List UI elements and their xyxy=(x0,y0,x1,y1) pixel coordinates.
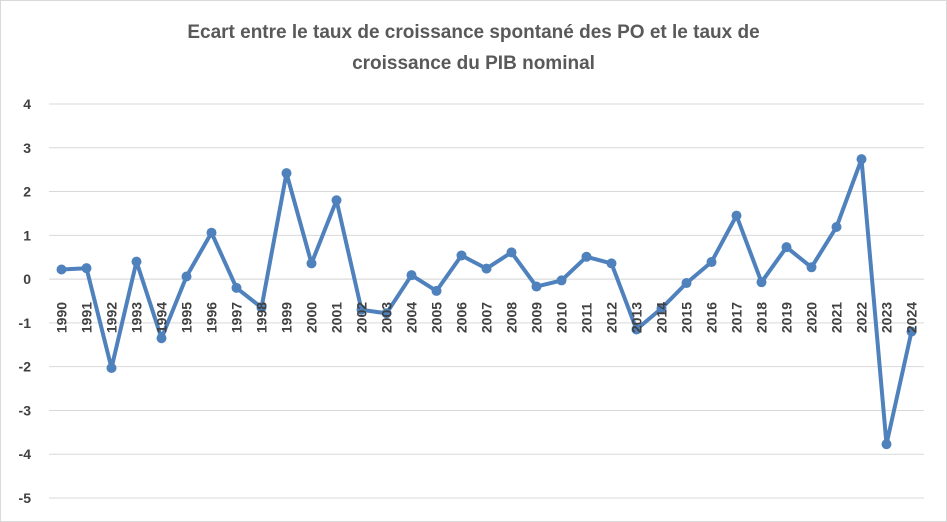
data-point xyxy=(431,285,442,296)
x-tick-label: 2003 xyxy=(379,302,395,333)
data-point xyxy=(381,308,392,319)
x-tick-label: 1990 xyxy=(54,302,70,333)
x-tick-label: 2009 xyxy=(529,302,545,333)
y-tick-label: -2 xyxy=(19,359,32,375)
data-point xyxy=(156,333,167,344)
data-point xyxy=(56,264,67,275)
x-tick-label: 1994 xyxy=(154,302,170,333)
data-point xyxy=(581,251,592,262)
data-point xyxy=(606,258,617,269)
y-tick-label: -5 xyxy=(19,490,32,506)
data-point xyxy=(831,222,842,233)
data-point xyxy=(181,271,192,282)
x-tick-label: 1997 xyxy=(229,302,245,333)
x-tick-label: 1992 xyxy=(104,302,120,333)
x-tick-label: 2001 xyxy=(329,302,345,333)
x-tick-label: 2010 xyxy=(554,302,570,333)
data-point xyxy=(281,168,292,179)
data-point xyxy=(131,256,142,267)
x-tick-label: 2024 xyxy=(904,302,920,333)
data-point xyxy=(456,250,467,261)
chart-title-line-1: Ecart entre le taux de croissance sponta… xyxy=(187,22,760,43)
x-tick-label: 2004 xyxy=(404,302,420,333)
x-tick-label: 2018 xyxy=(754,302,770,333)
data-point xyxy=(681,278,692,289)
data-point xyxy=(356,304,367,315)
x-tick-label: 2013 xyxy=(629,302,645,333)
data-point xyxy=(631,324,642,335)
data-point xyxy=(881,439,892,450)
data-point xyxy=(406,270,417,281)
x-tick-label: 2017 xyxy=(729,302,745,333)
chart-title: Ecart entre le taux de croissance sponta… xyxy=(1,17,946,79)
x-tick-label: 2000 xyxy=(304,302,320,333)
x-tick-label: 2011 xyxy=(579,303,595,334)
x-tick-label: 2007 xyxy=(479,302,495,333)
data-point xyxy=(106,362,117,373)
y-tick-label: 2 xyxy=(23,184,31,200)
x-axis-tick-labels: 1990 1991 1992 1993 1994 1995 1996 1997 1998 1999… xyxy=(54,302,920,333)
x-tick-label: 2006 xyxy=(454,302,470,333)
data-point xyxy=(856,154,867,165)
data-point xyxy=(231,282,242,293)
data-point xyxy=(706,257,717,268)
y-axis-tick-labels: 4 3 2 1 0 -1 -2 -3 -4 -5 xyxy=(19,96,32,506)
x-tick-label: 2005 xyxy=(429,302,445,333)
data-point xyxy=(731,210,742,221)
y-tick-label: 3 xyxy=(23,140,31,156)
data-point xyxy=(531,281,542,292)
x-tick-label: 1995 xyxy=(179,302,195,333)
data-point xyxy=(81,263,92,274)
chart-title-line-2: croissance du PIB nominal xyxy=(352,53,595,74)
x-tick-label: 1993 xyxy=(129,302,145,333)
x-tick-label: 2019 xyxy=(779,302,795,333)
x-tick-label: 1991 xyxy=(79,302,95,333)
data-point xyxy=(806,262,817,273)
data-point xyxy=(656,303,667,314)
data-point xyxy=(506,247,517,258)
x-tick-label: 1999 xyxy=(279,302,295,333)
y-tick-label: -4 xyxy=(19,446,32,462)
x-tick-label: 2016 xyxy=(704,302,720,333)
x-tick-label: 2014 xyxy=(654,302,670,333)
data-point xyxy=(256,302,267,313)
data-point xyxy=(206,227,217,238)
data-point xyxy=(906,326,917,337)
data-point xyxy=(481,263,492,274)
y-tick-label: 1 xyxy=(23,227,31,243)
series-line xyxy=(59,157,914,447)
x-tick-label: 2012 xyxy=(604,302,620,333)
x-tick-label: 1998 xyxy=(254,302,270,333)
x-tick-label: 2022 xyxy=(854,302,870,333)
x-tick-label: 2002 xyxy=(354,302,370,333)
data-point xyxy=(781,242,792,253)
data-point xyxy=(306,258,317,269)
y-tick-label: -3 xyxy=(19,402,32,418)
x-tick-label: 2021 xyxy=(829,302,845,333)
gridlines xyxy=(49,103,924,499)
y-tick-label: 0 xyxy=(23,271,31,287)
data-point xyxy=(331,195,342,206)
data-point xyxy=(756,277,767,288)
y-tick-label: 4 xyxy=(23,96,31,112)
series-line-group xyxy=(56,154,917,450)
x-tick-label: 2015 xyxy=(679,302,695,333)
x-tick-label: 2008 xyxy=(504,302,520,333)
x-tick-label: 2020 xyxy=(804,302,820,333)
y-tick-label: -1 xyxy=(19,315,32,331)
x-tick-label: 1996 xyxy=(204,302,220,333)
data-point xyxy=(556,275,567,286)
x-tick-label: 2023 xyxy=(879,302,895,333)
